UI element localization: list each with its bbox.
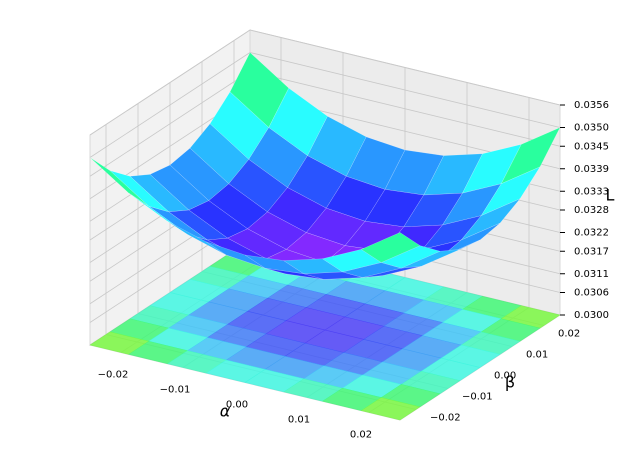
- x-tick-label: −0.02: [98, 370, 129, 381]
- contour-cell: [360, 397, 421, 421]
- y-axis-label: β: [505, 373, 515, 392]
- z-tick-label: 0.0300: [574, 310, 609, 321]
- z-tick-label: 0.0311: [574, 269, 609, 280]
- z-tick-label: 0.0317: [574, 246, 609, 257]
- y-tick-label: 0.00: [494, 371, 516, 382]
- x-tick-label: 0.00: [226, 400, 248, 411]
- z-tick-label: 0.0333: [574, 186, 609, 197]
- grid-line: [249, 70, 561, 147]
- y-tick-label: −0.02: [430, 413, 461, 424]
- grid-line: [89, 29, 251, 136]
- x-tick-label: 0.01: [288, 415, 310, 426]
- z-tick-label: 0.0345: [574, 141, 609, 152]
- y-tick-label: 0.01: [526, 350, 548, 361]
- x-tick-label: −0.01: [160, 385, 191, 396]
- x-axis-label: α: [220, 402, 231, 421]
- z-tick-label: 0.0322: [574, 228, 609, 239]
- surface-cell: [401, 249, 461, 269]
- grid-line: [89, 70, 251, 177]
- z-tick-label: 0.0350: [574, 123, 609, 134]
- surface-cell: [360, 232, 421, 263]
- surface-cell: [500, 126, 561, 185]
- grid-line: [249, 29, 561, 106]
- grid-line: [249, 52, 561, 128]
- z-tick-label: 0.0339: [574, 164, 609, 175]
- y-tick-label: 0.02: [558, 329, 580, 340]
- grid-line: [89, 52, 251, 158]
- z-axis-label: L: [606, 186, 615, 205]
- z-tick-label: 0.0356: [574, 100, 609, 111]
- z-tick-label: 0.0328: [574, 205, 609, 216]
- y-tick-label: −0.01: [462, 392, 493, 403]
- surface-cell: [380, 245, 441, 269]
- x-tick-label: 0.02: [350, 430, 372, 441]
- z-tick-label: 0.0306: [574, 288, 609, 299]
